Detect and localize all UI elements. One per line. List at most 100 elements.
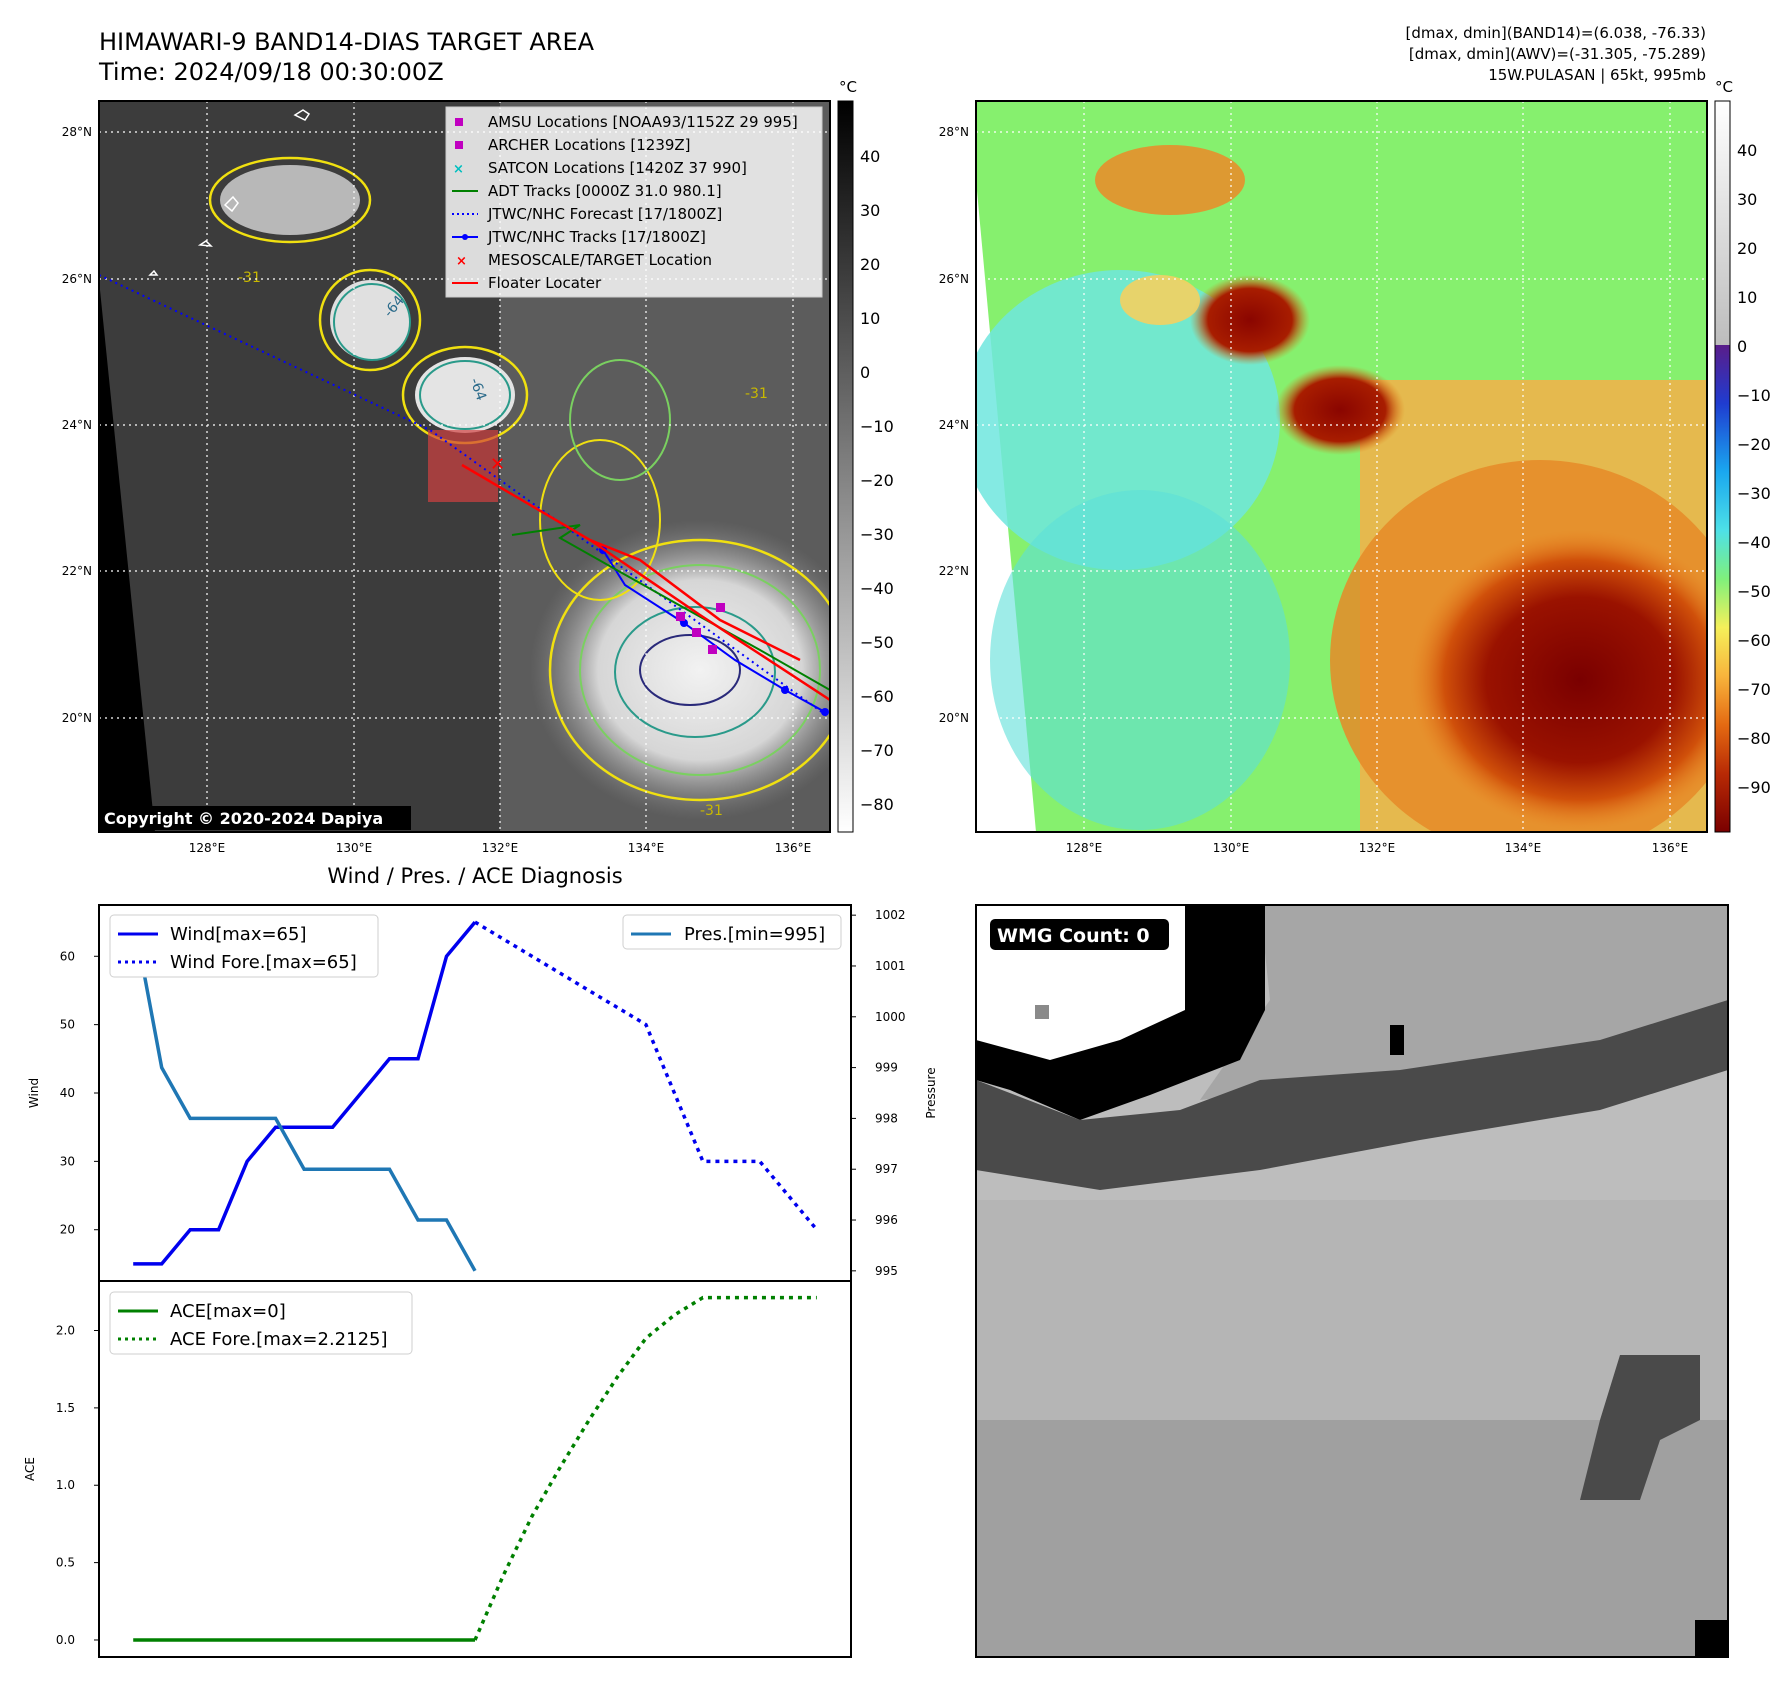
ace-tick-label: 0.0 — [56, 1633, 75, 1647]
copyright-bg — [99, 806, 411, 830]
legend-archer-icon — [455, 141, 463, 149]
lat-label: 20°N — [939, 711, 969, 725]
legend-floater: Floater Locater — [488, 274, 602, 292]
awv-colorbar-bottom — [1715, 345, 1730, 832]
amsu-markers — [676, 603, 725, 654]
wind-axis-label: Wind — [27, 1078, 41, 1108]
wind-line — [133, 920, 477, 1266]
lon-label: 130°E — [336, 841, 373, 855]
lat-label: 22°N — [62, 564, 92, 578]
ir-map-frame — [98, 100, 831, 833]
wmg-black-cell — [1695, 1620, 1728, 1657]
contour-teal — [614, 606, 776, 738]
pressure-tick-label: 1002 — [875, 908, 906, 922]
cold-blob — [1275, 365, 1405, 455]
pressure-line — [131, 914, 477, 1272]
copyright: Copyright © 2020-2024 Dapiya — [104, 809, 383, 828]
legend-ace-fore: ACE Fore.[max=2.2125] — [170, 1329, 388, 1350]
wmg-black-cell — [1390, 1025, 1404, 1055]
contour-yellow — [548, 538, 830, 802]
cold-blob — [1190, 275, 1310, 365]
contour-teal — [419, 360, 511, 430]
legend-adt: ADT Tracks [0000Z 31.0 980.1] — [488, 182, 722, 200]
ace-plot-frame — [98, 1280, 852, 1658]
legend-satcon-icon: × — [453, 162, 464, 177]
pressure-axis-label: Pressure — [924, 1067, 938, 1118]
wmg-dark-region — [1580, 1355, 1700, 1500]
legend-target: MESOSCALE/TARGET Location — [488, 251, 712, 269]
legend-amsu-icon — [455, 118, 463, 126]
pressure-legend: Pres.[min=995] — [622, 914, 842, 950]
cb-tick: −10 — [1737, 386, 1771, 405]
cb-tick: −50 — [860, 633, 894, 652]
wind-tick-label: 50 — [60, 1018, 75, 1032]
legend-archer: ARCHER Locations [1239Z] — [488, 136, 691, 154]
cb-tick: −20 — [860, 471, 894, 490]
wmg-gray-cell — [1035, 1005, 1049, 1019]
cloud-blob-awv — [1095, 145, 1245, 215]
pressure-tick-label: 999 — [875, 1061, 898, 1075]
ace-axis-label: ACE — [23, 1457, 37, 1481]
lon-label: 136°E — [1652, 841, 1689, 855]
wind-forecast-line — [474, 920, 819, 1231]
cb-tick: 40 — [1737, 141, 1757, 160]
legend-jtwc: JTWC/NHC Tracks [17/1800Z] — [487, 228, 706, 246]
awv-colorbar-ticks: 40 30 20 10 0 −10 −20 −30 −40 −50 −60 −7… — [1737, 141, 1771, 797]
ace-tick-label: 1.5 — [56, 1401, 75, 1415]
cloud-blob-ir — [330, 280, 410, 360]
lat-label: 28°N — [62, 125, 92, 139]
awv-colorbar-top — [1715, 101, 1730, 345]
contour-yellow — [318, 268, 422, 372]
lat-label: 24°N — [939, 418, 969, 432]
awv-colorbar-unit: °C — [1715, 78, 1733, 96]
cb-tick: 0 — [1737, 337, 1747, 356]
cb-tick: −20 — [1737, 435, 1771, 454]
wmg-count-badge — [990, 919, 1169, 950]
wmg-gray-region — [1200, 905, 1728, 1100]
pressure-tick-label: 998 — [875, 1111, 898, 1125]
ace-forecast-line — [473, 1295, 817, 1641]
awv-map-axes: 28°N 26°N 24°N 22°N 20°N 128°E 130°E 132… — [939, 125, 1689, 855]
lon-label: 132°E — [482, 841, 519, 855]
ace-tick-label: 0.5 — [56, 1556, 75, 1570]
storm-info: 15W.PULASAN | 65kt, 995mb — [1488, 66, 1706, 84]
legend-ace: ACE[max=0] — [170, 1301, 286, 1322]
floater-track — [461, 463, 830, 702]
storm-core-ir — [530, 520, 830, 820]
wind-tick-label: 20 — [60, 1223, 75, 1237]
lat-label: 20°N — [62, 711, 92, 725]
contour-label: -31 — [700, 803, 723, 819]
lon-label: 130°E — [1213, 841, 1250, 855]
coastline — [148, 109, 311, 276]
lat-label: 26°N — [62, 272, 92, 286]
cb-tick: 10 — [860, 309, 880, 328]
lat-label: 28°N — [939, 125, 969, 139]
contour-green — [579, 564, 821, 776]
dry-region — [990, 490, 1290, 830]
gray-colorbar — [837, 100, 854, 833]
contour-yellow — [539, 439, 661, 601]
legend-wind-fore: Wind Fore.[max=65] — [170, 952, 357, 973]
wmg-dark-region — [976, 1000, 1728, 1190]
lon-label: 128°E — [189, 841, 226, 855]
wind-tick-label: 60 — [60, 949, 75, 963]
cb-tick: −70 — [1737, 680, 1771, 699]
cb-tick: −30 — [1737, 484, 1771, 503]
lon-label: 132°E — [1359, 841, 1396, 855]
no-data-region — [99, 101, 155, 832]
legend-jtwc-dot — [462, 234, 468, 240]
awv-map-panel: 28°N 26°N 24°N 22°N 20°N 128°E 130°E 132… — [939, 78, 1771, 855]
map-legend: AMSU Locations [NOAA93/1152Z 29 995] ARC… — [445, 106, 823, 298]
cb-tick: 30 — [1737, 190, 1757, 209]
wind-tick-label: 40 — [60, 1086, 75, 1100]
ir-map-axes: 28°N 26°N 24°N 22°N 20°N 128°E 130°E 132… — [62, 125, 812, 855]
legend-amsu: AMSU Locations [NOAA93/1152Z 29 995] — [488, 113, 798, 131]
ir-map-panel: -64 -64 -31 -31 -31 — [62, 78, 894, 855]
ace-legend: ACE[max=0] ACE Fore.[max=2.2125] — [109, 1291, 413, 1355]
cb-tick: −80 — [1737, 729, 1771, 748]
lon-label: 134°E — [1505, 841, 1542, 855]
cb-tick: −40 — [1737, 533, 1771, 552]
contour-navy — [639, 634, 741, 706]
figure-title: HIMAWARI-9 BAND14-DIAS TARGET AREA — [99, 28, 595, 56]
cb-tick: −70 — [860, 741, 894, 760]
